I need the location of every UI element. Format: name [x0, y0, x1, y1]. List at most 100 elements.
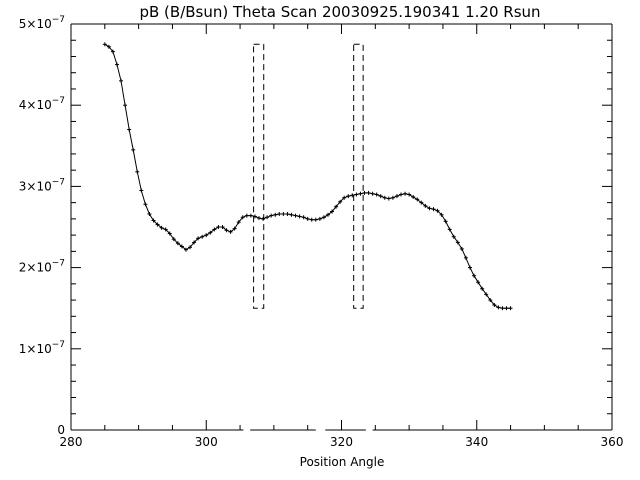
data-point: [175, 241, 180, 246]
annotations: [253, 43, 364, 309]
data-point: [399, 192, 404, 197]
data-point: [427, 206, 432, 211]
data-point: [350, 193, 355, 198]
data-point: [415, 197, 420, 202]
data-point: [123, 103, 128, 108]
data-point: [472, 273, 477, 278]
data-point: [334, 204, 339, 209]
data-point: [500, 306, 505, 311]
data-point: [467, 265, 472, 270]
data-point: [240, 215, 245, 220]
data-point: [167, 231, 172, 236]
data-point: [183, 247, 188, 252]
x-tick-label: 320: [330, 435, 353, 449]
data-point: [386, 196, 391, 201]
data-point: [508, 306, 513, 311]
data-point: [110, 49, 115, 54]
data-point: [301, 215, 306, 220]
data-point: [330, 209, 335, 214]
data-point: [435, 208, 440, 213]
data-point: [244, 213, 249, 218]
data-point: [273, 212, 278, 217]
data-point: [358, 191, 363, 196]
data-point: [289, 212, 294, 217]
data-point: [451, 234, 456, 239]
data-point: [354, 192, 359, 197]
data-point: [281, 212, 286, 217]
data-point: [143, 202, 148, 207]
data-point: [102, 42, 107, 47]
data-point: [220, 225, 225, 229]
data-point: [155, 222, 160, 227]
data-point: [179, 244, 184, 249]
data-point: [382, 195, 387, 200]
data-point: [208, 230, 213, 235]
data-point: [163, 227, 168, 232]
data-point: [224, 228, 229, 233]
data-point: [236, 220, 241, 225]
data-point: [265, 215, 270, 220]
axes: 280 300 320 340 360 0 1×10−7 2×10−7 3×10−7 4×10−7…: [19, 15, 624, 449]
data-point: [366, 190, 371, 195]
data-point: [285, 212, 290, 217]
data-point: [374, 192, 379, 197]
data-point: [504, 306, 509, 311]
data-point: [378, 194, 383, 199]
data-point: [411, 194, 416, 199]
data-point: [419, 200, 424, 205]
data-point: [317, 216, 322, 221]
data-point: [293, 213, 298, 218]
data-point: [192, 240, 197, 245]
x-tick-label: 300: [195, 435, 218, 449]
data-point: [476, 280, 481, 285]
data-point: [119, 78, 124, 83]
data-point: [261, 216, 266, 221]
data-point: [309, 217, 314, 222]
y-tick-label: 2×10−7: [19, 259, 65, 275]
data-point: [496, 305, 501, 310]
data-point: [131, 147, 136, 152]
dashed-region-box: [353, 43, 364, 309]
data-point: [212, 227, 217, 232]
data-point: [106, 44, 111, 49]
y-tick-label: 1×10−7: [19, 340, 65, 356]
data-point: [159, 225, 164, 230]
data-point: [455, 240, 460, 245]
data-point: [114, 62, 119, 67]
y-tick-label: 5×10−7: [19, 15, 65, 31]
data-point: [342, 195, 347, 200]
x-axis-label: Position Angle: [300, 455, 385, 469]
dashed-region-box: [253, 43, 265, 309]
data-point: [216, 225, 221, 229]
data-point: [135, 169, 140, 174]
x-tick-label: 280: [60, 435, 83, 449]
data-point: [252, 214, 257, 219]
data-point: [256, 216, 261, 221]
data-point: [228, 229, 233, 234]
data-point: [297, 214, 302, 219]
data-point: [171, 237, 176, 242]
data-point: [346, 194, 351, 199]
data-point: [200, 234, 205, 239]
data-point: [232, 226, 237, 231]
y-tick-label: 3×10−7: [19, 177, 65, 193]
chart-title: pB (B/Bsun) Theta Scan 20030925.190341 1…: [139, 3, 540, 21]
data-point: [151, 218, 156, 223]
data-point: [248, 213, 253, 218]
data-point: [488, 298, 493, 303]
data-point: [431, 207, 436, 212]
data-point: [447, 227, 452, 232]
data-point: [338, 199, 343, 204]
data-point: [370, 191, 375, 196]
data-point: [321, 215, 326, 220]
data-point: [269, 213, 274, 218]
data-point: [188, 245, 193, 250]
y-tick-label: 0: [57, 423, 65, 437]
data-point: [325, 212, 330, 217]
data-point: [407, 192, 412, 197]
data-point: [423, 203, 428, 208]
data-point: [204, 233, 209, 238]
data-point: [277, 212, 282, 217]
